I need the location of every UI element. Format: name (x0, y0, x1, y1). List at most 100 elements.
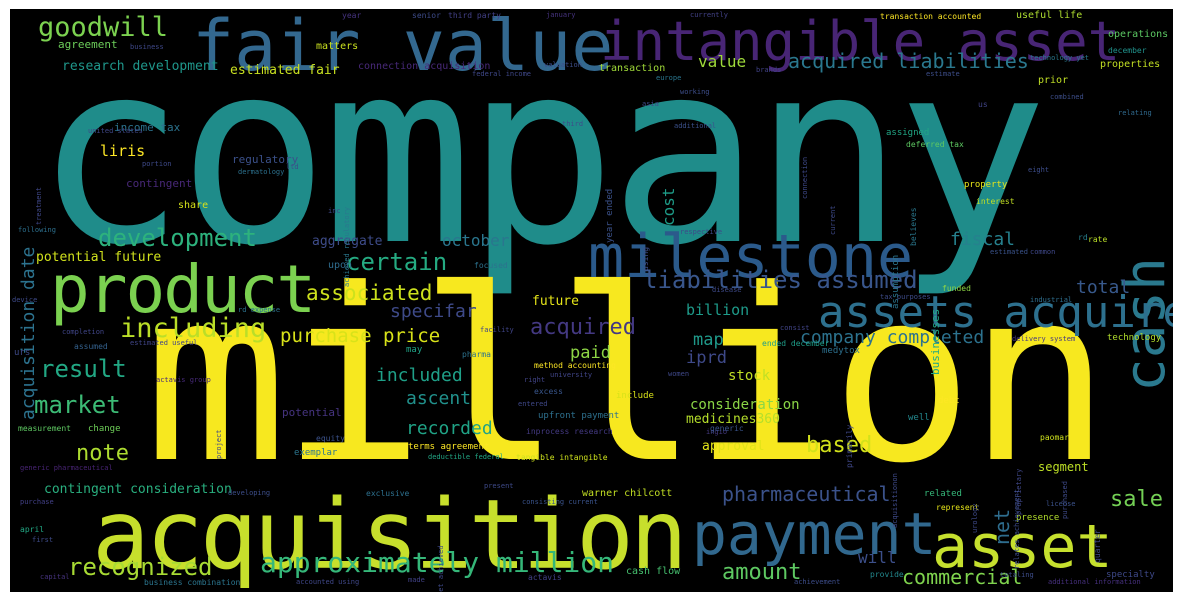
word-warner-chilcott: warner chilcott (582, 488, 673, 499)
word-commercial: commercial (902, 565, 1023, 589)
word-development: development (98, 224, 257, 252)
word-inprocess-research: inprocess research (526, 427, 613, 436)
word-disease: disease (712, 286, 742, 294)
word-purchased: purchased (1061, 481, 1069, 519)
word-january: january (546, 11, 576, 19)
word-dermatology: dermatology (238, 168, 285, 176)
word-treatment: treatment (35, 187, 43, 225)
word-first: first (32, 536, 54, 544)
word-well: well (908, 413, 930, 423)
word-assumption: assumption (891, 254, 901, 309)
word-inc: inc (328, 207, 341, 215)
word-women: women (668, 370, 690, 378)
word-portion: portion (142, 160, 172, 168)
word-income-tax: income tax (114, 121, 181, 134)
word-asia: asia (642, 100, 659, 108)
word-federal-income: federal income (472, 70, 532, 78)
word-based: based (806, 433, 873, 458)
word-company: company (34, 9, 1048, 301)
word-industrial: industrial (1030, 296, 1073, 304)
word-regulatory: regulatory (232, 153, 299, 166)
word-estimate: estimate (926, 70, 960, 78)
word-consideration: consideration (690, 397, 800, 413)
word-respective: respective (680, 228, 723, 236)
word-exemplar: exemplar (294, 448, 338, 458)
word-using: using (641, 246, 650, 271)
word-facility: facility (480, 326, 514, 334)
word-potential: potential (282, 406, 342, 419)
word-technology-yet: technology yet (1030, 54, 1090, 62)
word-accounted-using: accounted using (296, 578, 360, 586)
word-year-ended: year ended (605, 188, 615, 243)
word-including: including (120, 313, 267, 344)
word-october: october (442, 231, 510, 250)
word-university: university (550, 371, 593, 379)
word-excess: excess (534, 387, 563, 396)
word-note: note (76, 441, 129, 466)
word-actavis: actavis (528, 573, 562, 582)
word-exclusive: exclusive (366, 489, 410, 498)
word-additional-information: additional information (1048, 578, 1141, 586)
word-certain: certain (346, 248, 448, 276)
word-map: map (693, 330, 724, 350)
word-urology: urology (971, 503, 979, 533)
word-total: total (1076, 277, 1131, 298)
word-present: present (484, 482, 514, 490)
word-debt: debt (938, 396, 960, 406)
word-paid: paid (570, 343, 611, 363)
word-paomar: paomar (1040, 433, 1069, 442)
word-third: third (562, 120, 584, 128)
word-properties: properties (1100, 59, 1161, 70)
word-sale: sale (1110, 487, 1163, 512)
word-milestone: milestone (588, 222, 914, 292)
word-billion: billion (686, 301, 750, 319)
word-acquired-liabilities: acquired liabilities (788, 49, 1029, 73)
word-fair-value: fair value (192, 9, 614, 87)
word-working: working (680, 88, 710, 96)
word-transaction-accounted: transaction accounted (880, 12, 982, 21)
word-cost: cost (659, 187, 678, 226)
word-useful-life: useful life (1016, 10, 1083, 21)
word-property: property (964, 180, 1008, 190)
word-deferred-tax: deferred tax (906, 140, 964, 149)
word-technology: technology (1107, 333, 1162, 343)
word-combined: combined (1050, 93, 1084, 101)
word-transaction: transaction (599, 63, 666, 74)
word-december: december (1108, 46, 1147, 55)
word-interest: interest (976, 197, 1015, 206)
word-achieved-regulatory: achieved regulatory (343, 206, 351, 287)
word-right: right (524, 376, 546, 384)
word-approximately-million: approximately million (260, 546, 615, 579)
word-liabilities-assumed: liabilities assumed (643, 266, 918, 294)
word-specialty: specialty (1106, 570, 1155, 580)
word-upon: upon (328, 260, 353, 271)
word-market: market (34, 391, 121, 419)
word-pharma: pharma (462, 350, 491, 359)
word-yet-achieved: yet achieved (437, 545, 445, 592)
word-developing: developing (228, 489, 271, 497)
word-delivery-system: delivery system (1012, 335, 1076, 343)
word-connection: connection (801, 156, 809, 199)
word-future: future (532, 294, 579, 309)
word-related: related (924, 489, 962, 499)
word-matters: matters (316, 41, 359, 52)
word-amount: amount (722, 560, 802, 585)
word-prior: prior (1038, 75, 1069, 86)
word-iprd: iprd (686, 348, 727, 368)
word-cash-flow: cash flow (626, 566, 681, 577)
word-project: project (215, 429, 223, 459)
word-cloud: company million acquisition fair value i… (10, 9, 1173, 592)
word-equity: equity (316, 434, 345, 443)
word-purchase-price: purchase price (280, 325, 441, 347)
word-represent: represent (936, 503, 980, 512)
word-acquired-small: acquired (530, 315, 636, 340)
word-connection-acquisition: connection acquisition (358, 61, 491, 72)
word-result: result (40, 355, 127, 383)
word-relating: relating (1118, 109, 1152, 117)
word-additional: additional (674, 122, 717, 130)
word-generic-pharmaceutical: generic pharmaceutical (20, 464, 113, 472)
word-ingio: ingio (706, 428, 728, 436)
word-funded: funded (942, 284, 971, 293)
word-senior: senior (412, 11, 441, 20)
word-recognized: recognized (68, 553, 213, 581)
